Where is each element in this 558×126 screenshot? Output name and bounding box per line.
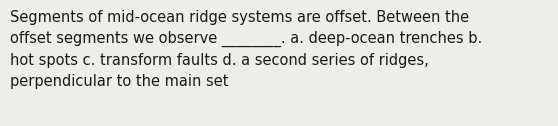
Text: Segments of mid-ocean ridge systems are offset. Between the
offset segments we o: Segments of mid-ocean ridge systems are …: [10, 10, 482, 89]
